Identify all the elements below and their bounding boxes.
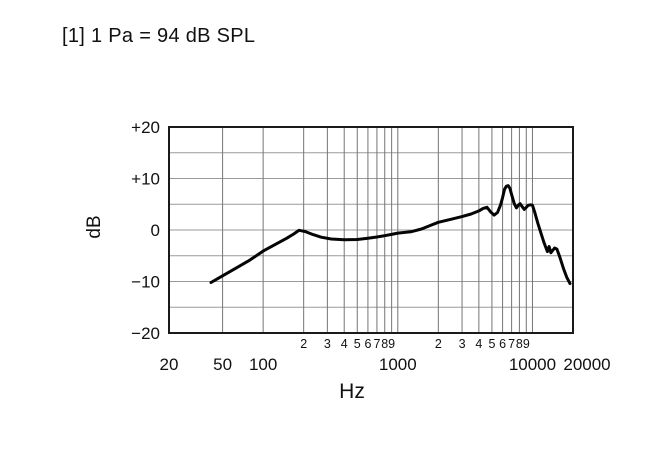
x-minor-tick-label: 4 <box>475 337 482 351</box>
x-minor-tick-label: 7 <box>373 337 380 351</box>
y-tick-label: −10 <box>131 273 160 292</box>
x-axis-label: Hz <box>339 380 365 403</box>
x-minor-tick-label: 7 <box>508 337 515 351</box>
x-tick-label: 1000 <box>379 355 417 374</box>
x-minor-tick-label: 9 <box>523 337 530 351</box>
x-minor-tick-label: 6 <box>364 337 371 351</box>
y-tick-label: +20 <box>131 118 160 137</box>
x-minor-tick-label: 8 <box>381 337 388 351</box>
x-minor-tick-label: 5 <box>488 337 495 351</box>
x-minor-tick-label: 4 <box>341 337 348 351</box>
x-minor-tick-label: 5 <box>354 337 361 351</box>
x-tick-label: 10000 <box>509 355 556 374</box>
x-tick-label: 20 <box>160 355 179 374</box>
x-tick-label: 20000 <box>563 355 610 374</box>
x-minor-tick-label: 2 <box>435 337 442 351</box>
x-minor-tick-label: 8 <box>516 337 523 351</box>
chart-title: [1] 1 Pa = 94 dB SPL <box>62 25 256 47</box>
x-minor-tick-label: 9 <box>388 337 395 351</box>
y-tick-label: 0 <box>151 221 160 240</box>
x-tick-label: 50 <box>213 355 232 374</box>
x-minor-tick-label: 6 <box>499 337 506 351</box>
plot-frame <box>168 126 574 334</box>
y-tick-label: −20 <box>131 324 160 343</box>
x-minor-tick-label: 3 <box>324 337 331 351</box>
y-tick-label: +10 <box>131 170 160 189</box>
response-curve <box>209 184 572 286</box>
x-tick-label: 100 <box>249 355 277 374</box>
x-minor-tick-label: 3 <box>459 337 466 351</box>
x-minor-tick-label: 2 <box>300 337 307 351</box>
